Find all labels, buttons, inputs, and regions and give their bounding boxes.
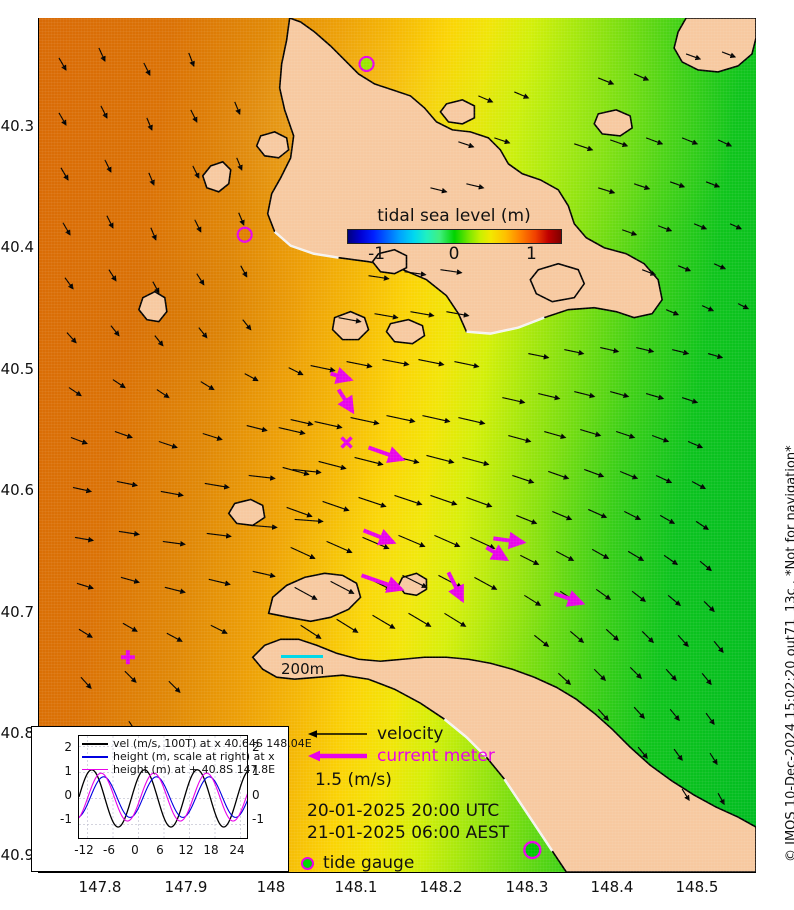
colorbar-tick-0: -1 xyxy=(368,244,386,264)
inset-left-tick-2: 0 xyxy=(64,788,72,802)
current-meter-arrow-icon xyxy=(308,750,367,762)
inset-legend-label-height-x: height (m, scale at right) at x xyxy=(113,750,275,763)
scale-bar-line xyxy=(281,655,323,658)
x-tick-label-5: 148.3 xyxy=(505,878,549,896)
inset-left-tick-0: 2 xyxy=(64,740,72,754)
inset-left-tick-3: -1 xyxy=(60,812,72,826)
inset-legend-line-blue xyxy=(82,755,108,758)
inset-legend-row-height-x: height (m, scale at right) at x xyxy=(82,750,312,763)
inset-left-tick-1: 1 xyxy=(64,764,72,778)
x-tick-label-7: 148.5 xyxy=(675,878,719,896)
velocity-arrow-icon xyxy=(308,730,367,738)
inset-legend-label-velocity: vel (m/s, 100T) at x 40.64S 148.04E xyxy=(113,737,312,750)
tide-gauge-legend-label: tide gauge xyxy=(323,853,415,873)
y-tick-label-3: -40.6 xyxy=(0,481,34,499)
inset-legend-label-height-plus: height (m) at + 40.8S 147.8E xyxy=(113,763,276,776)
colorbar-tick-2: 1 xyxy=(525,244,537,264)
tide-gauge-legend: tide gauge xyxy=(301,853,415,873)
x-tick-label-4: 148.2 xyxy=(419,878,463,896)
inset-plot-area xyxy=(78,735,248,839)
datetime-block: 20-01-2025 20:00 UTC 21-01-2025 06:00 AE… xyxy=(307,801,509,845)
y-axis: -40.3 -40.4 -40.5 -40.6 -40.7 -40.8 -40.… xyxy=(0,18,38,873)
inset-x-tick-4: 12 xyxy=(178,843,194,857)
y-tick-label-0: -40.3 xyxy=(0,117,34,135)
inset-legend-row-velocity: vel (m/s, 100T) at x 40.64S 148.04E xyxy=(82,737,312,750)
x-tick-label-0: 147.8 xyxy=(78,878,122,896)
inset-x-tick-3: 6 xyxy=(156,843,164,857)
inset-legend-line-black xyxy=(82,742,108,745)
x-tick-label-2: 148 xyxy=(256,878,286,896)
attribution: © IMOS 10-Dec-2024 15:02:20 out71_13c . … xyxy=(762,0,794,910)
inset-right-tick-1: 1 xyxy=(252,764,260,778)
y-tick-label-4: -40.7 xyxy=(0,603,34,621)
y-tick-label-2: -40.5 xyxy=(0,360,34,378)
inset-x-tick-0: -12 xyxy=(74,843,94,857)
inset-x-tick-2: 0 xyxy=(131,843,139,857)
x-tick-label-6: 148.4 xyxy=(590,878,634,896)
datetime-utc: 20-01-2025 20:00 UTC xyxy=(307,801,500,821)
y-tick-label-1: -40.4 xyxy=(0,238,34,256)
inset-right-tick-2: 0 xyxy=(252,788,260,802)
current-meter-vectors xyxy=(120,55,586,860)
legend-current-meter-label: current meter xyxy=(377,746,495,766)
inset-timeseries-panel[interactable]: 2 1 0 -1 2 1 0 -1 vel (m/s, 100T) at x 4… xyxy=(31,726,312,872)
x-axis: 147.8 147.9 148 148.1 148.2 148.3 148.4 … xyxy=(38,873,756,903)
map-legend: velocity current meter 1.5 (m/s) xyxy=(307,723,495,790)
x-tick-label-3: 148.1 xyxy=(334,878,378,896)
inset-legend-row-height-plus: height (m) at + 40.8S 147.8E xyxy=(82,763,312,776)
colorbar: tidal sea level (m) -1 0 1 xyxy=(344,206,564,266)
scale-bar: 200m xyxy=(281,655,324,678)
colorbar-tick-1: 0 xyxy=(448,244,460,264)
y-tick-label-6: -40.9 xyxy=(0,846,34,864)
inset-right-tick-3: -1 xyxy=(252,812,264,826)
colorbar-gradient xyxy=(346,229,562,244)
colorbar-title: tidal sea level (m) xyxy=(377,206,531,226)
scale-bar-label: 200m xyxy=(281,659,325,678)
inset-x-tick-6: 24 xyxy=(229,843,245,857)
inset-legend: vel (m/s, 100T) at x 40.64S 148.04E heig… xyxy=(82,737,312,776)
velocity-quiver-arrows xyxy=(58,47,750,806)
y-tick-label-5: -40.8 xyxy=(0,724,34,742)
colorbar-tick-labels: -1 0 1 xyxy=(347,244,562,266)
legend-velocity-label: velocity xyxy=(377,724,444,744)
inset-x-tick-1: -6 xyxy=(103,843,115,857)
inset-right-tick-0: 2 xyxy=(252,740,260,754)
inset-series-lines xyxy=(79,736,247,838)
inset-series-line xyxy=(79,772,247,822)
inset-x-tick-5: 18 xyxy=(203,843,219,857)
inset-legend-line-magenta xyxy=(82,769,108,770)
legend-row-current-meter: current meter xyxy=(307,745,495,767)
x-tick-label-1: 147.9 xyxy=(164,878,208,896)
datetime-local: 21-01-2025 06:00 AEST xyxy=(307,822,510,843)
tide-gauge-marker-icon xyxy=(301,856,314,870)
attribution-text: © IMOS 10-Dec-2024 15:02:20 out71_13c . … xyxy=(784,445,794,862)
legend-reference-speed: 1.5 (m/s) xyxy=(315,770,392,790)
inset-series-line xyxy=(79,769,247,828)
legend-row-velocity: velocity xyxy=(307,723,495,745)
